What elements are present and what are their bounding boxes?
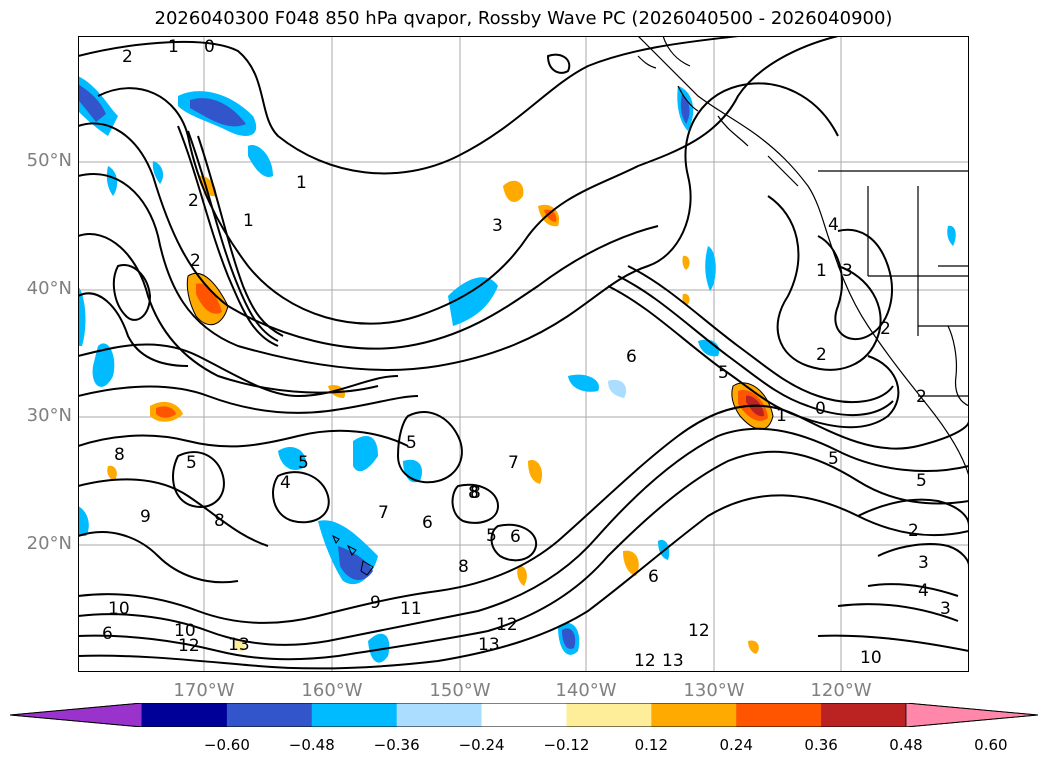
coastline xyxy=(637,36,969,477)
contour-label: 4 xyxy=(828,215,839,235)
colorbar-segment xyxy=(736,703,822,727)
contour-lines xyxy=(78,36,969,670)
colorbar-tick-label: 0.12 xyxy=(634,736,669,754)
contour-label: 12 xyxy=(178,636,200,656)
contour-label: 8 xyxy=(470,483,481,503)
colorbar-segment xyxy=(566,703,652,727)
colorbar-tick-label: 0.60 xyxy=(974,736,1008,754)
contour-label: 5 xyxy=(186,453,197,473)
contour-label: 1 xyxy=(296,173,307,193)
lat-label-30n: 30°N xyxy=(26,405,72,426)
lon-label-130w: 130°W xyxy=(683,680,745,701)
colorbar-tick-label: −0.36 xyxy=(373,736,420,754)
contour-label: 13 xyxy=(228,635,250,655)
map-title: 2026040300 F048 850 hPa qvapor, Rossby W… xyxy=(154,8,893,29)
contour-label: 8 xyxy=(458,557,469,577)
contour-label: 3 xyxy=(918,553,929,573)
contour-label: 3 xyxy=(842,261,853,281)
colorbar xyxy=(9,702,1039,728)
contour-label: 3 xyxy=(940,599,951,619)
contour-label: 1 xyxy=(776,406,787,426)
colorbar-segment xyxy=(142,703,228,727)
contour-label: 8 xyxy=(214,511,225,531)
colorbar-segment xyxy=(311,703,398,727)
lon-label-120w: 120°W xyxy=(810,680,872,701)
contour-label: 7 xyxy=(508,453,519,473)
colorbar-extend-high xyxy=(905,702,1039,728)
contour-label: 5 xyxy=(828,449,839,469)
lat-label-50n: 50°N xyxy=(26,150,72,171)
contour-label: 5 xyxy=(916,471,927,491)
hawaii-islands xyxy=(332,534,374,576)
contour-label: 10 xyxy=(174,621,196,641)
contour-label: 11 xyxy=(400,599,422,619)
lon-label-170w: 170°W xyxy=(173,680,235,701)
colorbar-extend-low xyxy=(9,702,143,728)
contour-label: 4 xyxy=(918,581,929,601)
contour-label: 2 xyxy=(188,191,199,211)
contour-label: 2 xyxy=(908,521,919,541)
contour-label: 2 xyxy=(880,319,891,339)
colorbar-segment xyxy=(396,703,483,727)
contour-label: 10 xyxy=(860,648,882,668)
contour-label: 5 xyxy=(718,363,729,383)
contour-label: 9 xyxy=(370,593,381,613)
contour-label: 12 xyxy=(688,621,710,641)
contour-label: 13 xyxy=(478,635,500,655)
colorbar-segment xyxy=(226,703,313,727)
contour-label: 6 xyxy=(510,527,521,547)
negative-anomaly-shading xyxy=(78,76,956,663)
map-panel: 1022121343265105554789656789111213121213… xyxy=(78,36,969,672)
contour-label: 5 xyxy=(486,526,497,546)
contour-label: 5 xyxy=(298,453,309,473)
contour-label: 1 xyxy=(816,261,827,281)
contour-label: 6 xyxy=(102,624,113,644)
contour-label: 7 xyxy=(378,503,389,523)
colorbar-tick-label: −0.24 xyxy=(458,736,505,754)
contour-label: 12 xyxy=(496,615,518,635)
lat-label-40n: 40°N xyxy=(26,278,72,299)
contour-label: 4 xyxy=(280,473,291,493)
colorbar-segment xyxy=(821,703,907,727)
lon-label-150w: 150°W xyxy=(429,680,491,701)
contour-label: 2 xyxy=(816,345,827,365)
lat-label-20n: 20°N xyxy=(26,533,72,554)
contour-label: 6 xyxy=(648,567,659,587)
contour-label: 8 xyxy=(114,445,125,465)
colorbar-tick-label: 0.24 xyxy=(719,736,753,754)
lon-label-160w: 160°W xyxy=(301,680,363,701)
colorbar-tick-label: −0.60 xyxy=(203,736,250,754)
contour-label: 13 xyxy=(662,651,684,671)
contour-label: 1 xyxy=(243,211,254,231)
contour-label: 9 xyxy=(140,507,151,527)
contour-label: 12 xyxy=(634,651,656,671)
lon-label-140w: 140°W xyxy=(555,680,617,701)
colorbar-tick-label: 0.48 xyxy=(889,736,923,754)
contour-label: 1 xyxy=(168,37,179,57)
colorbar-segment xyxy=(481,703,567,727)
contour-label: 8 xyxy=(468,483,479,503)
colorbar-tick-label: −0.48 xyxy=(288,736,335,754)
contour-label: 5 xyxy=(406,433,417,453)
contour-label: 10 xyxy=(108,599,130,619)
contour-label: 0 xyxy=(204,37,215,57)
contour-label: 0 xyxy=(815,399,826,419)
contour-label: 6 xyxy=(626,347,637,367)
contour-label: 3 xyxy=(492,216,503,236)
colorbar-tick-label: −0.12 xyxy=(543,736,590,754)
contour-label: 2 xyxy=(122,47,133,67)
colorbar-tick-label: 0.36 xyxy=(804,736,838,754)
contour-label: 2 xyxy=(916,387,927,407)
colorbar-segment xyxy=(651,703,737,727)
contour-label: 2 xyxy=(190,251,201,271)
contour-label: 6 xyxy=(422,513,433,533)
